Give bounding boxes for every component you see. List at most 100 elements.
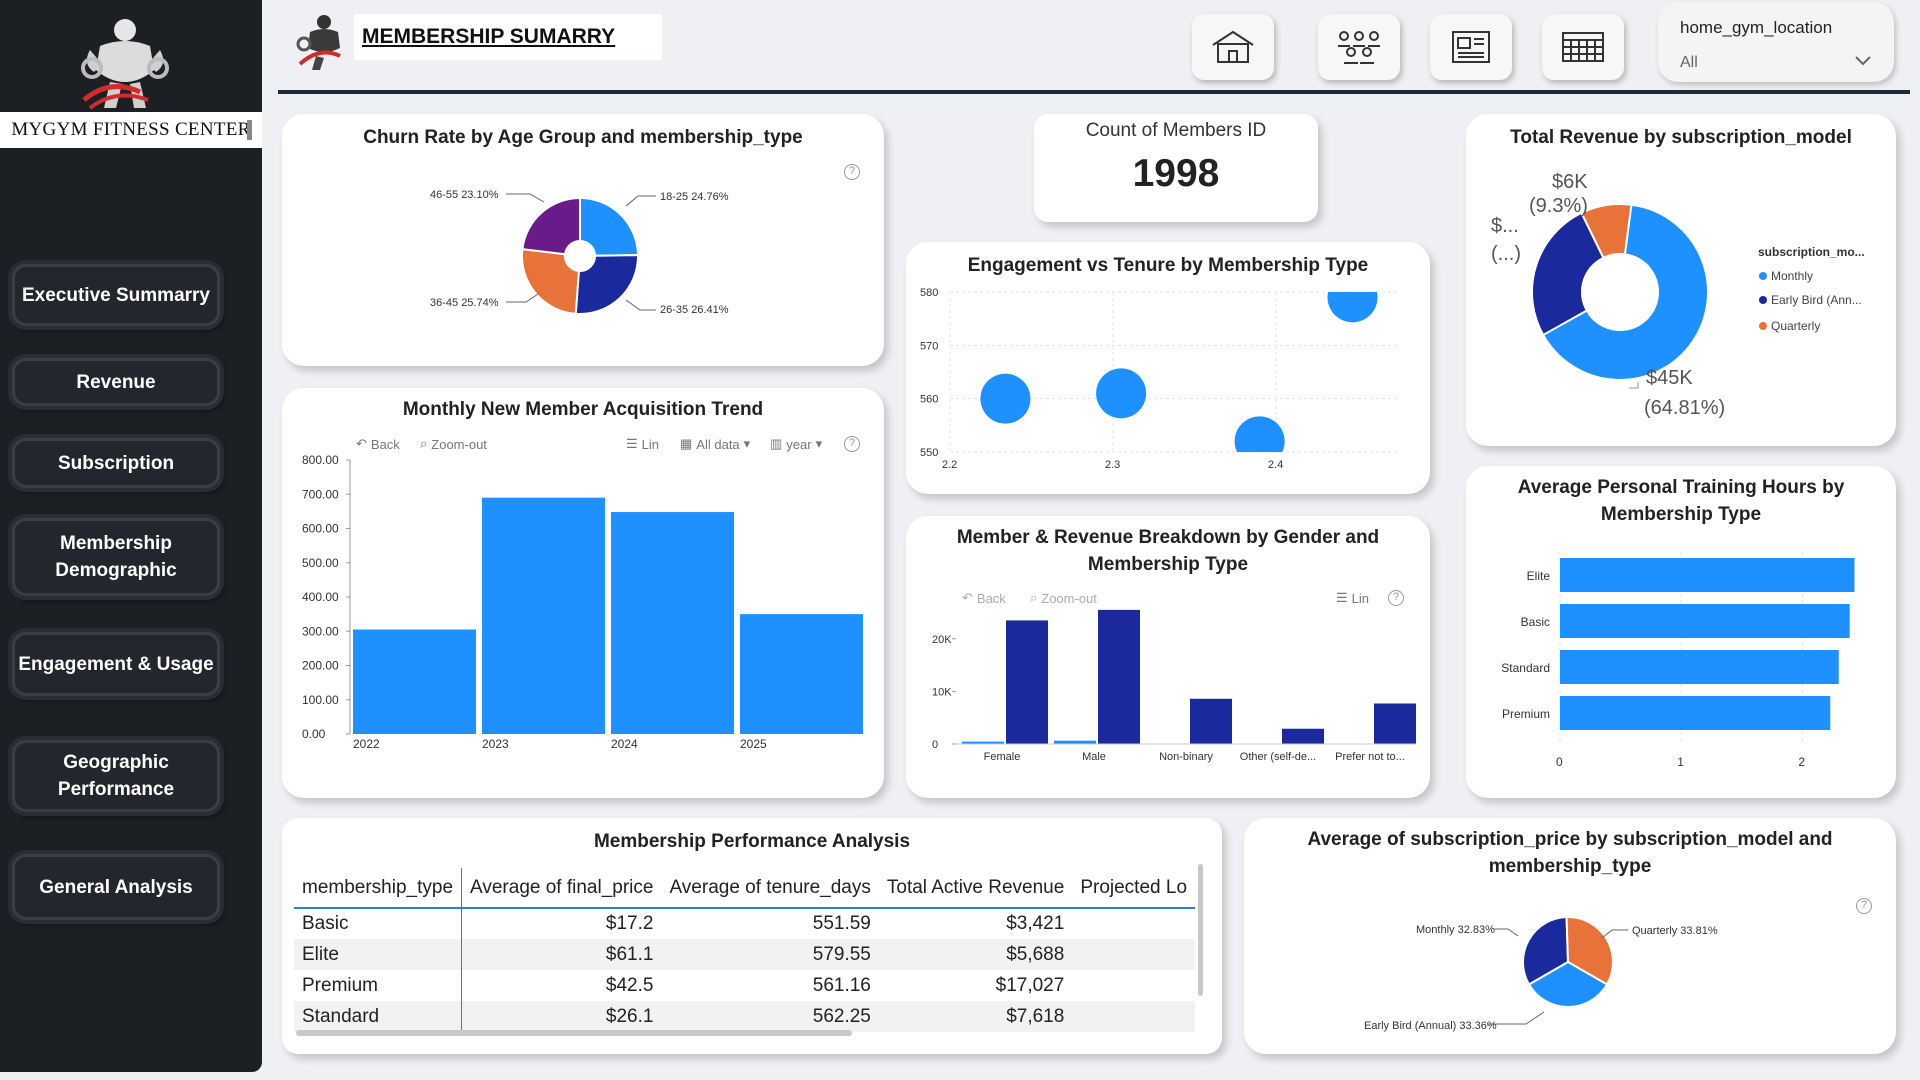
gender-bar-0-0[interactable] — [962, 741, 1004, 744]
engagement-card: Engagement vs Tenure by Membership Type … — [906, 242, 1430, 494]
gender-x-tick: Other (self-de... — [1240, 751, 1316, 763]
performance-table-card: Membership Performance Analysis membersh… — [282, 818, 1222, 1054]
acq-bar-2022[interactable] — [353, 629, 476, 734]
churn-slice-18-25[interactable] — [579, 196, 640, 257]
acq-bar-2024[interactable] — [611, 512, 734, 734]
help-icon[interactable]: ? — [1856, 898, 1872, 914]
scatter-y-tick: 570 — [920, 340, 938, 352]
table-column-header[interactable]: Average of final_price — [461, 868, 662, 909]
table-cell: Standard — [294, 1001, 463, 1032]
all-data-dropdown[interactable]: ▦ All data ▾ — [680, 436, 751, 452]
table-cell: $17.2 — [605, 913, 654, 934]
table-cell — [1072, 1001, 1196, 1032]
training-bar-basic[interactable] — [1560, 604, 1850, 638]
performance-table: membership_type Average of final_price Ave… — [294, 868, 1196, 1032]
gender-bar-4-1[interactable] — [1374, 703, 1416, 744]
performance-table-title: Membership Performance Analysis — [593, 831, 911, 852]
scatter-point-1[interactable] — [1096, 368, 1147, 419]
gender-bar-1-1[interactable] — [1098, 609, 1140, 744]
table-column-header[interactable]: Projected Lo — [1072, 868, 1196, 909]
nav-executive-summary-button[interactable]: Executive Summarry — [12, 264, 220, 326]
gender-bar-0-1[interactable] — [1006, 620, 1048, 744]
table-cell: Premium — [294, 970, 463, 1001]
table-cell: 562.25 — [661, 1001, 879, 1032]
table-column-header[interactable]: Average of tenure_days — [661, 868, 879, 909]
table-cell: Basic — [294, 908, 463, 939]
list-icon: ☰ — [626, 436, 638, 451]
churn-label-36-45: 36-45 25.74% — [430, 297, 499, 309]
acq-y-tick: 300.00 — [302, 624, 339, 638]
kpi-value: 1998 — [1132, 152, 1220, 195]
revenue-slice-early-bird-annual[interactable] — [1531, 211, 1605, 337]
training-bar-standard[interactable] — [1560, 650, 1839, 684]
home-button[interactable] — [1192, 14, 1274, 80]
gender-title: Member & Revenue Breakdown by Gender and… — [956, 527, 1380, 575]
nav-revenue-button[interactable]: Revenue — [12, 358, 220, 406]
linear-scale-button[interactable]: ☰ Lin — [626, 436, 660, 452]
revenue-slice-monthly[interactable] — [1541, 203, 1709, 381]
back-icon: ↶ — [962, 590, 973, 605]
acq-bar-2025[interactable] — [740, 614, 863, 734]
zoom-out-button[interactable]: ⌕ Zoom-out — [420, 436, 487, 452]
scatter-y-tick: 560 — [920, 394, 938, 406]
calendar-button[interactable] — [1542, 14, 1624, 80]
revenue-label-large: $45K — [1646, 367, 1693, 389]
zoom-out-button[interactable]: ⌕ Zoom-out — [1030, 590, 1097, 606]
nav-membership-demographic-button[interactable]: Membership Demographic — [12, 518, 220, 596]
training-bar-chart: 0 1 2 Elite Basic Standard Premium — [1501, 552, 1855, 769]
scatter-point-0[interactable] — [980, 373, 1031, 424]
slicer-value: All — [1680, 54, 1698, 71]
report-button[interactable] — [1430, 14, 1512, 80]
horizontal-scrollbar[interactable] — [296, 1030, 852, 1036]
subprice-title: Average of subscription_price by subscri… — [1307, 829, 1833, 877]
churn-slice-36-45[interactable] — [521, 247, 580, 315]
acq-x-tick: 2023 — [482, 737, 509, 751]
back-button[interactable]: ↶ Back — [356, 436, 400, 452]
table-cell: Elite — [294, 939, 463, 970]
table-row[interactable]: Basic $17.2 551.59 $3,421 — [294, 908, 1195, 939]
gender-bar-3-1[interactable] — [1282, 728, 1324, 744]
table-row[interactable]: Premium $42.5 561.16 $17,027 — [294, 970, 1195, 1001]
back-icon: ↶ — [356, 436, 367, 451]
linear-scale-button[interactable]: ☰ Lin — [1336, 590, 1370, 606]
acquisition-bar-chart: 800.00 700.00 600.00 500.00 400.00 300.00 200.… — [302, 453, 863, 751]
year-dropdown[interactable]: ▥ year ▾ — [770, 436, 823, 452]
acq-x-tick: 2024 — [611, 737, 638, 751]
header-logo-icon — [294, 10, 350, 72]
home-gym-location-slicer[interactable]: home_gym_location All — [1658, 2, 1894, 82]
scatter-y-tick: 550 — [920, 447, 938, 459]
gender-bar-chart: 20K 10K 0 Female Male Non-binary Other (self-d… — [932, 609, 1416, 763]
table-cell — [1072, 970, 1195, 1001]
churn-slice-46-55[interactable] — [521, 196, 581, 256]
acq-bar-2023[interactable] — [482, 497, 605, 734]
gender-x-tick: Male — [1082, 751, 1106, 763]
vertical-scrollbar[interactable] — [1198, 864, 1203, 996]
churn-slice-26-35[interactable] — [574, 254, 639, 315]
members-button[interactable] — [1318, 14, 1400, 80]
table-cell: $17,027 — [995, 974, 1065, 996]
scatter-point-2[interactable] — [1234, 416, 1285, 466]
help-icon[interactable]: ? — [844, 436, 860, 452]
training-bar-elite[interactable] — [1560, 558, 1855, 592]
scatter-point-3[interactable] — [1327, 272, 1378, 323]
table-row[interactable]: Standard $26.1 562.25 $7,618 — [294, 1001, 1196, 1032]
table-cell: $61.1 — [461, 939, 662, 970]
help-icon[interactable]: ? — [844, 164, 860, 180]
revenue-donut-card: Total Revenue by subscription_model $6K … — [1466, 114, 1896, 446]
training-bar-premium[interactable] — [1560, 696, 1831, 730]
table-column-header[interactable]: Total Active Revenue — [878, 868, 1073, 909]
table-column-header[interactable]: membership_type — [294, 868, 463, 909]
gender-bar-2-1[interactable] — [1190, 698, 1232, 744]
nav-geographic-performance-button[interactable]: Geographic Performance — [12, 740, 220, 812]
table-cell: 561.16 — [812, 974, 871, 996]
back-button[interactable]: ↶ Back — [962, 590, 1006, 606]
help-icon[interactable]: ? — [1388, 590, 1404, 606]
nav-general-analysis-button[interactable]: General Analysis — [12, 854, 220, 920]
nav-subscription-button[interactable]: Subscription — [12, 438, 220, 488]
table-row[interactable]: Elite $61.1 579.55 $5,688 — [294, 939, 1196, 970]
gender-bar-1-0[interactable] — [1054, 740, 1096, 744]
kpi-card: Count of Members ID 1998 — [1034, 114, 1318, 222]
nav-engagement-usage-button[interactable]: Engagement & Usage — [12, 632, 220, 696]
gender-x-tick: Non-binary — [1159, 751, 1213, 763]
subprice-slice-early-bird-annual[interactable] — [1527, 960, 1609, 1008]
